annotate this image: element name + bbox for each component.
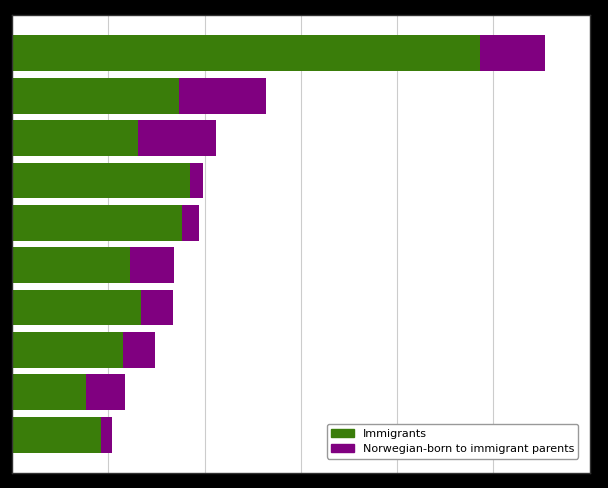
Bar (12, 374, 86, 410)
Bar (179, 78, 266, 114)
Bar (12, 289, 141, 325)
Bar (137, 120, 216, 156)
Legend: Immigrants, Norwegian-born to immigrant parents: Immigrants, Norwegian-born to immigrant … (327, 424, 578, 459)
Bar (12, 205, 182, 241)
Bar (190, 163, 203, 199)
Bar (12, 120, 137, 156)
Bar (101, 417, 112, 452)
Bar (480, 36, 545, 71)
Bar (12, 78, 179, 114)
Bar (12, 332, 123, 368)
Bar (182, 205, 199, 241)
Bar (141, 289, 173, 325)
Bar (86, 374, 125, 410)
Bar (12, 417, 101, 452)
Bar (130, 247, 174, 283)
Bar (12, 247, 130, 283)
Bar (123, 332, 154, 368)
Bar (12, 36, 480, 71)
Bar (12, 163, 190, 199)
